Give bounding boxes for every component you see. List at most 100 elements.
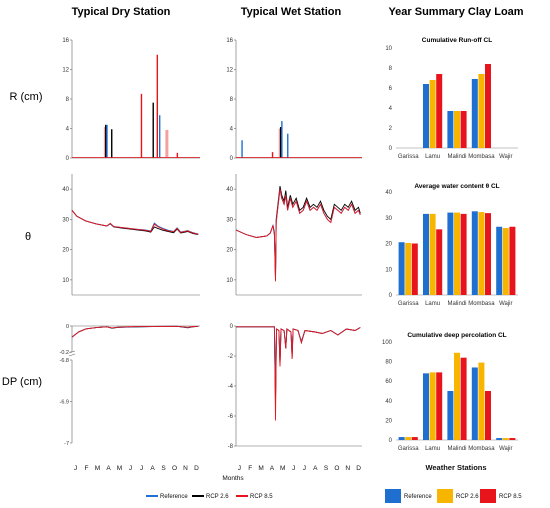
category-label: Wajir <box>499 301 512 307</box>
y-tick-label: 16 <box>226 38 233 44</box>
month-label: A <box>270 465 275 472</box>
y-tick-label: 10 <box>385 46 392 52</box>
category-label: Malindi <box>447 301 466 307</box>
month-label: O <box>334 465 339 472</box>
month-label: D <box>194 465 199 472</box>
y-tick-label: 40 <box>385 399 392 405</box>
month-label: S <box>324 465 329 472</box>
wet_theta-line-rcp-8-5 <box>235 189 361 282</box>
cl_theta-bar <box>502 228 509 295</box>
y-tick-label: 40 <box>62 187 69 193</box>
dry_runoff-bar <box>111 129 113 158</box>
cl_theta-bar <box>447 212 454 295</box>
cl_dp-bar <box>485 391 491 440</box>
column-title-wet: Typical Wet Station <box>241 6 342 18</box>
column-title-summary: Year Summary Clay Loam <box>388 6 523 18</box>
cl_dp-bar <box>509 438 516 440</box>
x-axis-label-stations: Weather Stations <box>425 463 486 472</box>
cl_theta-bar <box>460 213 467 295</box>
dry_dp-line-rcp-8-5 <box>71 325 199 338</box>
month-label: N <box>345 465 350 472</box>
dry_runoff-panel: 0 4 8 12 16 <box>62 38 200 162</box>
y-tick-label: -2 <box>228 354 234 360</box>
y-tick-label: 8 <box>389 66 393 72</box>
y-tick-label: -6 <box>228 414 234 420</box>
y-tick-label: -4 <box>228 384 234 390</box>
cl_runoff-bar <box>436 74 443 148</box>
legend-bar-label: RCP 8.5 <box>499 494 522 500</box>
month-label: J <box>303 465 306 472</box>
cl_dp-bar <box>436 372 443 440</box>
legend-bars: Reference RCP 2.6 RCP 8.5 <box>385 489 522 503</box>
column-title-dry: Typical Dry Station <box>72 6 171 18</box>
dry_dp-panel: 0 -0.2 -6.8 -6.9 -7 <box>60 324 200 447</box>
month-label: S <box>161 465 166 472</box>
cl_theta-bar <box>496 226 503 295</box>
cl_theta-bar <box>485 213 491 295</box>
month-label: M <box>95 465 100 472</box>
category-label: Mombasa <box>468 301 495 307</box>
y-tick-label: 30 <box>226 217 233 223</box>
cl_runoff-title: Cumulative Run-off CL <box>422 37 492 44</box>
month-label: D <box>356 465 361 472</box>
cl_runoff-bar <box>471 79 478 148</box>
category-label: Lamu <box>425 154 440 160</box>
y-tick-label: 10 <box>62 278 69 284</box>
cl_runoff-bar <box>485 64 491 148</box>
panels: 0481216048121610203040102030400-0.2-6.8-… <box>60 37 518 452</box>
y-tick-label: 8 <box>66 97 70 103</box>
y-tick-label: 4 <box>230 127 234 133</box>
month-label: A <box>106 465 111 472</box>
x-axis-label-months: Months <box>222 475 244 482</box>
cl_dp-bar <box>405 437 412 440</box>
category-label: Mombasa <box>468 154 495 160</box>
y-tick-label: 30 <box>62 217 69 223</box>
cl_theta-bar <box>398 242 405 295</box>
cl_theta-bar <box>478 212 485 295</box>
dry_theta-line-rcp-8-5 <box>71 210 199 235</box>
cl_runoff-panel: Cumulative Run-off CL 0 2 4 6 8 10 Garissa Lamu M… <box>385 37 518 160</box>
month-label: A <box>313 465 318 472</box>
cl_dp-bar <box>478 362 485 440</box>
y-tick-label: 40 <box>385 190 392 196</box>
month-label: J <box>74 465 77 472</box>
cl_runoff-bar <box>454 111 460 148</box>
y-tick-label: 0 <box>66 324 69 330</box>
cl_dp-bar <box>429 372 436 440</box>
y-tick-label: 0 <box>389 438 393 444</box>
wet_runoff-bar <box>281 121 283 158</box>
cl_theta-bar <box>429 213 436 295</box>
cl_theta-title: Average water content θ CL <box>414 183 499 190</box>
category-label: Garissa <box>398 446 419 452</box>
month-label: F <box>248 465 252 472</box>
cl_theta-bar <box>436 229 443 295</box>
y-tick-label: 80 <box>385 360 392 366</box>
y-tick-label: 0 <box>389 146 393 152</box>
cl_dp-panel: Cumulative deep percolation CL 0 20 40 60 80 1… <box>382 332 518 452</box>
wet_runoff-panel: 0 4 8 12 16 <box>226 38 362 162</box>
cl_runoff-bar <box>478 74 485 148</box>
wet_runoff-bar <box>241 140 243 158</box>
wet_runoff-bar <box>271 152 274 158</box>
cl_dp-bar <box>411 437 418 440</box>
category-label: Garissa <box>398 301 419 307</box>
y-tick-label: -8 <box>228 444 234 450</box>
wet_dp-line-rcp-2-6 <box>236 326 361 405</box>
wet_runoff-bar <box>287 133 289 158</box>
cl_dp-bar <box>423 373 429 440</box>
cl_runoff-bar <box>447 111 454 148</box>
cl_dp-bar <box>471 367 478 440</box>
month-label: J <box>238 465 241 472</box>
wet_runoff-bar <box>279 127 282 158</box>
category-label: Mombasa <box>468 446 495 452</box>
y-tick-label: 40 <box>226 187 233 193</box>
y-tick-label: -6.9 <box>60 400 69 406</box>
category-label: Garissa <box>398 154 419 160</box>
dry_theta-panel: 10 20 30 40 <box>62 174 200 296</box>
cl_theta-bar <box>405 242 412 295</box>
cl_theta-bar <box>411 243 418 295</box>
legend-line-label: RCP 2.6 <box>206 494 229 500</box>
cl_runoff-bar <box>429 80 436 148</box>
y-tick-label: 16 <box>62 38 69 44</box>
